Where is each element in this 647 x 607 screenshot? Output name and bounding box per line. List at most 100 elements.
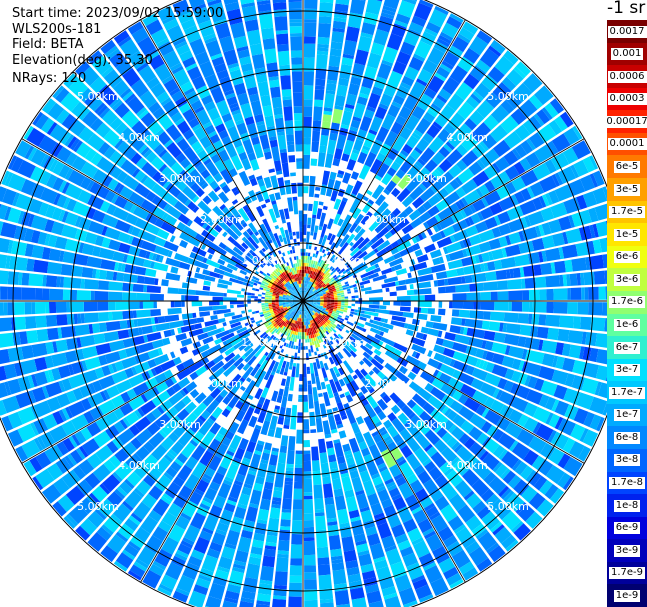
range-gate: [305, 335, 307, 340]
range-gate: [115, 379, 133, 394]
range-gate: [407, 371, 417, 381]
range-gate: [306, 231, 310, 243]
range-gate: [332, 323, 337, 328]
range-gate: [541, 340, 558, 354]
range-gate: [438, 146, 451, 158]
range-gate: [347, 305, 352, 309]
range-gate: [209, 271, 221, 279]
range-gate: [299, 221, 303, 228]
range-gate: [290, 358, 294, 363]
range-gate: [216, 465, 228, 476]
range-gate: [458, 309, 470, 318]
range-gate: [318, 335, 322, 340]
range-gate: [471, 148, 481, 158]
range-gate: [491, 364, 508, 378]
range-gate: [298, 314, 301, 318]
range-gate: [331, 312, 336, 315]
range-gate: [17, 406, 36, 425]
range-gate: [122, 145, 137, 161]
range-gate: [406, 423, 422, 439]
range-gate: [530, 325, 539, 338]
range-gate: [290, 310, 294, 314]
range-gate: [423, 221, 430, 230]
range-gate: [289, 303, 294, 306]
range-gate: [377, 15, 394, 33]
range-gate: [289, 297, 293, 299]
range-gate: [282, 294, 287, 297]
range-gate: [469, 441, 484, 457]
range-gate: [554, 260, 566, 274]
range-gate: [324, 497, 335, 506]
range-gate: [367, 52, 382, 69]
range-gate: [207, 226, 219, 238]
range-gate: [194, 488, 205, 496]
range-gate: [170, 329, 176, 336]
range-gate: [364, 311, 379, 317]
range-gate: [312, 303, 317, 306]
range-gate: [581, 377, 599, 395]
range-gate: [416, 281, 431, 289]
range-gate: [145, 19, 163, 36]
range-gate: [104, 227, 121, 240]
range-gate: [376, 248, 388, 258]
range-gate: [180, 81, 194, 93]
range-gate: [108, 281, 123, 291]
range-gate: [289, 333, 293, 338]
range-gate: [349, 250, 363, 262]
range-gate: [356, 543, 369, 553]
range-gate: [447, 515, 464, 531]
range-gate: [309, 331, 312, 335]
range-gate: [320, 302, 324, 305]
range-gate: [238, 151, 248, 161]
range-gate: [297, 332, 300, 336]
range-gate: [242, 526, 254, 533]
range-gate: [260, 314, 264, 317]
range-gate: [511, 148, 522, 160]
range-gate: [1, 415, 14, 432]
range-gate: [172, 37, 186, 47]
range-gate: [70, 449, 83, 464]
range-gate: [254, 450, 262, 456]
range-gate: [329, 266, 334, 270]
range-gate: [223, 49, 239, 66]
range-gate: [254, 368, 263, 380]
range-gate: [292, 196, 298, 201]
range-gate: [325, 90, 336, 95]
range-gate: [500, 100, 515, 114]
range-gate: [78, 217, 92, 231]
range-gate: [295, 324, 298, 329]
range-gate: [101, 225, 108, 236]
range-gate: [333, 366, 340, 374]
range-gate: [296, 321, 299, 325]
range-gate: [210, 315, 218, 321]
range-gate: [368, 129, 378, 136]
range-gate: [318, 574, 332, 590]
range-gate: [176, 367, 192, 381]
range-gate: [113, 30, 130, 45]
range-gate: [168, 524, 186, 543]
range-gate: [179, 389, 187, 397]
range-gate: [378, 426, 386, 434]
range-gate: [451, 211, 464, 223]
range-gate: [314, 89, 325, 101]
range-gate: [35, 451, 52, 469]
range-gate: [320, 281, 324, 285]
range-gate: [289, 301, 293, 303]
range-gate: [310, 348, 314, 353]
range-gate: [272, 271, 276, 276]
range-gate: [289, 329, 292, 334]
range-gate: [541, 107, 553, 120]
range-gate: [272, 308, 277, 311]
range-gate: [308, 305, 312, 308]
range-gate: [152, 498, 170, 517]
range-gate: [257, 411, 266, 424]
range-gate: [360, 245, 368, 253]
range-gate: [291, 334, 294, 338]
range-gate: [300, 290, 302, 295]
range-gate: [150, 317, 156, 325]
range-gate: [306, 328, 308, 333]
range-gate: [269, 316, 273, 320]
range-gate: [148, 509, 162, 523]
range-gate: [317, 343, 321, 348]
range-gate: [324, 266, 328, 270]
